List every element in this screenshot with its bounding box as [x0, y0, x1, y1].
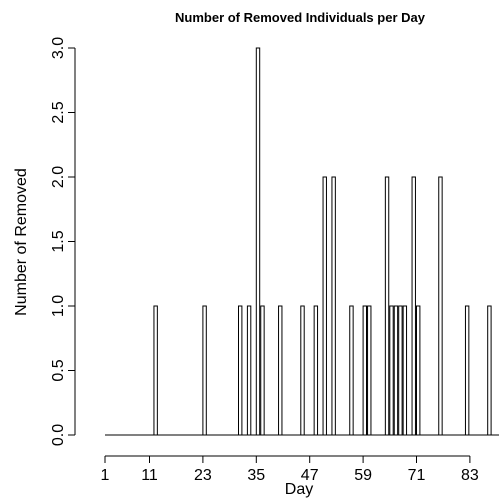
y-tick-label: 1.0 — [50, 295, 67, 317]
bar-day-23 — [202, 305, 207, 436]
bar-day-66 — [393, 305, 399, 436]
y-tick-label: 0.5 — [50, 359, 67, 381]
y-tick-label: 0.0 — [50, 424, 67, 446]
y-axis-title: Number of Removed — [13, 168, 30, 316]
bar-day-12 — [153, 305, 158, 436]
x-tick-label: 47 — [301, 467, 319, 484]
bar-day-59 — [362, 305, 368, 436]
x-tick-label: 71 — [408, 467, 426, 484]
bar-day-33 — [246, 305, 252, 436]
bar-day-70 — [411, 176, 416, 436]
bar-day-87 — [487, 305, 492, 436]
bar-day-65 — [389, 305, 394, 436]
y-tick-label: 2.5 — [50, 101, 67, 123]
bar-day-67 — [398, 305, 403, 436]
x-tick-label: 23 — [194, 467, 212, 484]
bar-day-40 — [278, 305, 283, 436]
bar-day-31 — [238, 305, 243, 436]
bar-day-35 — [255, 47, 261, 436]
y-tick-label: 1.5 — [50, 230, 67, 252]
x-tick-label: 11 — [141, 467, 158, 484]
y-tick-label: 3.0 — [50, 37, 67, 59]
bar-day-45 — [300, 305, 305, 436]
x-tick-label: 1 — [101, 467, 110, 484]
bar-day-50 — [322, 176, 327, 436]
x-tick-label: 59 — [354, 467, 372, 484]
bar-day-52 — [331, 176, 336, 436]
bar-day-76 — [438, 176, 443, 436]
chart-title: Number of Removed Individuals per Day — [175, 10, 426, 25]
bar-day-82 — [464, 305, 470, 436]
bar-day-60 — [367, 305, 372, 436]
bar-day-71 — [416, 305, 421, 436]
bar-day-64 — [384, 176, 390, 436]
bar-day-48 — [313, 305, 319, 436]
x-tick-label: 35 — [247, 467, 265, 484]
bar-day-68 — [402, 305, 408, 436]
y-tick-label: 2.0 — [50, 166, 67, 188]
plot-area: 0.00.51.01.52.02.53.01 11 23 35 47 59 71 83 — [50, 37, 499, 484]
bar-day-36 — [260, 305, 265, 436]
bar-day-56 — [349, 305, 354, 436]
x-axis-title: Day — [285, 481, 313, 498]
x-tick-label: 83 — [461, 467, 479, 484]
